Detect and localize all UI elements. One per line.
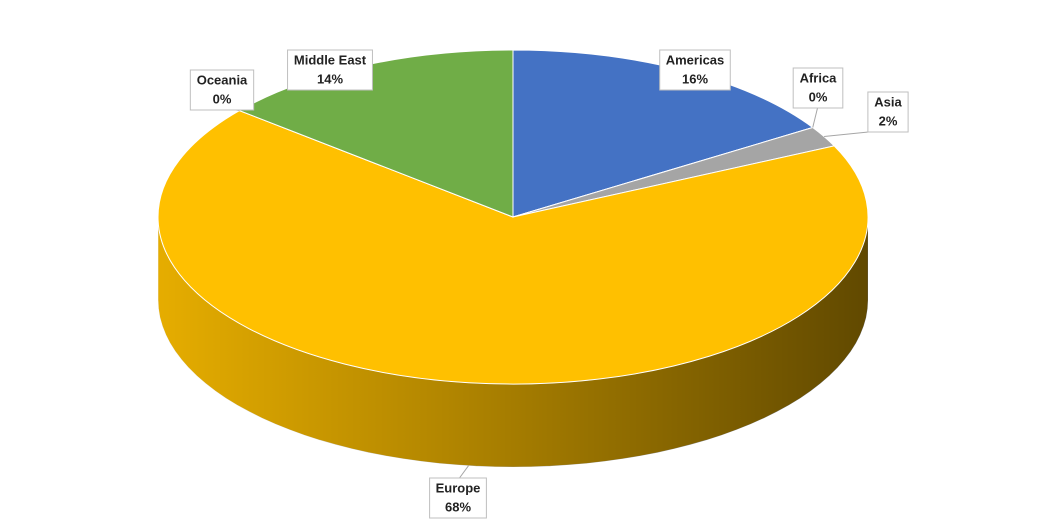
category-label: Africa xyxy=(800,70,838,85)
category-label: Middle East xyxy=(294,52,367,67)
category-label: Oceania xyxy=(197,72,248,87)
label-box xyxy=(659,49,731,91)
category-label: Europe xyxy=(436,480,481,495)
value-label: 16% xyxy=(682,71,708,86)
value-label: 14% xyxy=(317,71,343,86)
label-box xyxy=(792,67,844,109)
leader-line xyxy=(812,105,819,128)
label-box xyxy=(867,91,909,133)
slice xyxy=(157,110,869,385)
value-label: 68% xyxy=(445,499,471,514)
label-box xyxy=(429,477,487,519)
category-label: Americas xyxy=(666,52,725,67)
value-label: 0% xyxy=(213,91,232,106)
side-shade xyxy=(158,217,868,467)
label-box xyxy=(189,69,255,111)
value-label: 0% xyxy=(809,89,828,104)
value-label: 2% xyxy=(879,113,898,128)
label-box xyxy=(287,49,373,91)
category-label: Asia xyxy=(874,94,902,109)
